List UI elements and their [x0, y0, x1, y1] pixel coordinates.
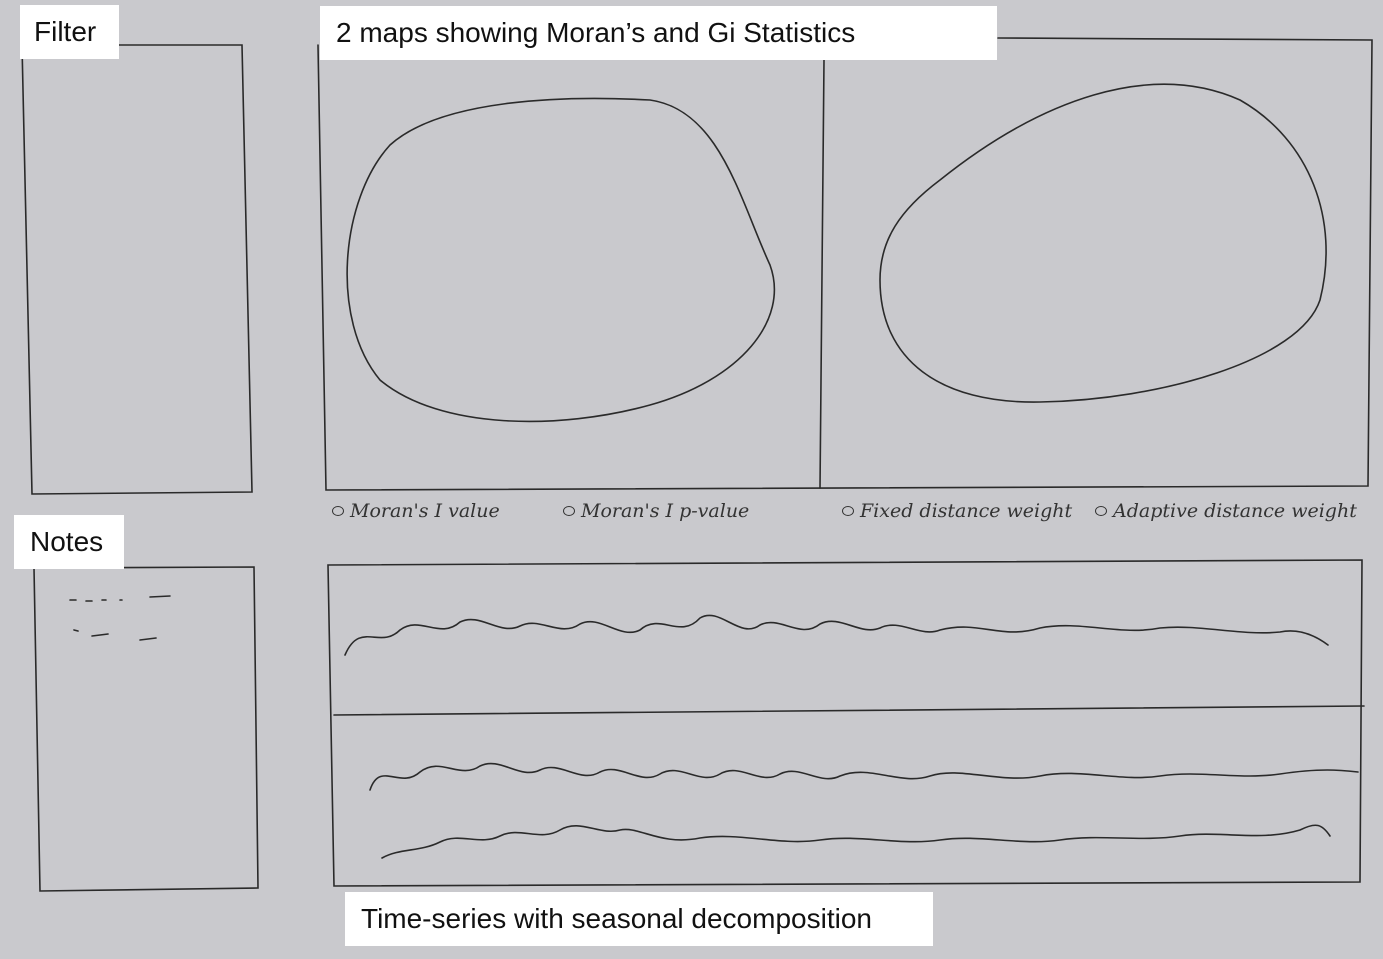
timeseries-divider: [333, 705, 1365, 716]
notes-scribble: [69, 595, 171, 641]
radio-icon[interactable]: [332, 506, 344, 516]
radio-icon[interactable]: [563, 506, 575, 516]
notes-label: Notes: [14, 515, 124, 569]
timeseries-title: Time-series with seasonal decomposition: [345, 892, 933, 946]
option-morans-i-value[interactable]: Moran's I value: [332, 500, 500, 522]
map-2-outline: [879, 83, 1327, 403]
option-label: Moran's I value: [350, 500, 500, 522]
option-fixed-distance-weight[interactable]: Fixed distance weight: [842, 500, 1072, 522]
map-1-outline: [346, 97, 776, 423]
filter-panel: [21, 44, 253, 495]
radio-icon[interactable]: [842, 506, 854, 516]
radio-icon[interactable]: [1095, 506, 1107, 516]
map-divider: [819, 59, 825, 489]
timeseries-frame: [327, 559, 1363, 887]
option-label: Adaptive distance weight: [1113, 500, 1357, 522]
option-label: Moran's I p-value: [581, 500, 750, 522]
option-label: Fixed distance weight: [860, 500, 1073, 522]
filter-label: Filter: [20, 5, 119, 59]
option-morans-i-p-value[interactable]: Moran's I p-value: [563, 500, 749, 522]
timeseries-line-3: [381, 824, 1331, 859]
timeseries-line-2: [369, 762, 1359, 791]
timeseries-line-1: [344, 614, 1329, 656]
maps-title: 2 maps showing Moran’s and Gi Statistics: [320, 6, 997, 60]
notes-panel: [33, 566, 259, 892]
map-frame: [317, 37, 1373, 491]
option-adaptive-distance-weight[interactable]: Adaptive distance weight: [1095, 500, 1357, 522]
